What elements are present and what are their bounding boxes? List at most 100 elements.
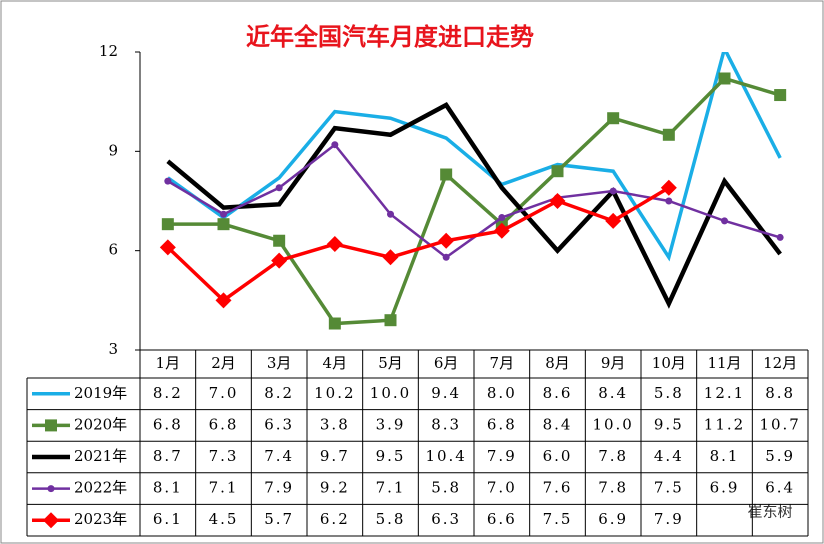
table-cell: 12.1 [704, 384, 745, 402]
legend-label: 2022年 [74, 479, 127, 497]
marker [159, 239, 176, 256]
y-tick-label: 12 [99, 42, 118, 60]
marker [220, 210, 227, 218]
chart-title: 近年全国汽车月度进口走势 [246, 23, 534, 51]
table-cell: 7.3 [209, 447, 239, 465]
table-cell: 7.9 [487, 447, 517, 465]
table-cell: 7.9 [264, 479, 294, 497]
table-cell: 5.8 [376, 510, 406, 528]
x-tick-label: 10月 [652, 354, 686, 372]
table-cell: 8.4 [543, 415, 573, 433]
table-cell: 6.6 [487, 510, 517, 528]
table-cell: 4.5 [209, 510, 239, 528]
x-tick-label: 1月 [156, 354, 181, 372]
marker [660, 179, 677, 196]
table-cell: 9.5 [654, 415, 684, 433]
x-tick-label: 2月 [211, 354, 236, 372]
legend-label: 2020年 [74, 415, 127, 433]
table-cell: 7.8 [598, 447, 628, 465]
x-tick-label: 6月 [434, 354, 459, 372]
table-cell: 10.4 [425, 447, 466, 465]
table-cell: 5.7 [264, 510, 294, 528]
table-cell: 10.0 [592, 415, 633, 433]
table-cell: 7.5 [543, 510, 573, 528]
table-cell: 6.8 [153, 415, 183, 433]
marker [384, 314, 397, 327]
table-cell: 5.9 [765, 447, 795, 465]
marker [271, 252, 288, 269]
x-tick-label: 11月 [707, 354, 741, 372]
legend-marker [47, 485, 55, 493]
marker [551, 165, 564, 178]
plot [159, 52, 787, 330]
x-tick-label: 4月 [323, 354, 348, 372]
table-cell: 8.7 [153, 447, 183, 465]
table-cell: 8.3 [431, 415, 461, 433]
legend-label: 2023年 [74, 510, 127, 528]
table-cell: 6.4 [765, 479, 795, 497]
table-cell: 6.9 [710, 479, 740, 497]
table-cell: 9.2 [320, 479, 350, 497]
marker [549, 193, 566, 209]
table-cell: 7.0 [487, 479, 517, 497]
marker [609, 187, 617, 195]
legend-marker [45, 419, 57, 432]
table-cell: 8.4 [598, 384, 628, 402]
marker [662, 128, 675, 141]
marker [164, 177, 172, 185]
marker [328, 317, 341, 330]
marker [493, 222, 510, 239]
table-cell: 9.4 [431, 384, 461, 402]
marker [387, 210, 394, 218]
legend-marker [43, 512, 59, 529]
marker [665, 197, 673, 205]
x-tick-label: 12月 [763, 354, 797, 372]
marker [605, 212, 622, 229]
marker [440, 168, 453, 181]
series-line [166, 52, 782, 262]
series-line [166, 102, 782, 309]
table-cell: 3.9 [376, 415, 406, 433]
table-cell: 7.1 [376, 479, 406, 497]
table-cell: 7.1 [209, 479, 239, 497]
table-cell: 6.0 [543, 447, 573, 465]
table-cell: 7.8 [598, 479, 628, 497]
marker [776, 233, 784, 241]
table-cell: 7.0 [209, 384, 239, 402]
table-cell: 7.4 [264, 447, 294, 465]
table-cell: 10.0 [370, 384, 411, 402]
table-cell: 6.1 [153, 510, 183, 528]
table-cell: 3.8 [320, 415, 350, 433]
table-cell: 7.5 [654, 479, 684, 497]
table-cell: 9.5 [376, 447, 406, 465]
marker [382, 249, 399, 266]
legend-label: 2019年 [74, 384, 127, 402]
table-cell: 11.2 [704, 415, 745, 433]
table-cell: 8.2 [153, 384, 183, 402]
table-cell: 6.3 [431, 510, 461, 528]
y-tick-label: 6 [108, 241, 118, 259]
legend-label: 2021年 [74, 447, 127, 465]
table-cell: 6.9 [598, 510, 628, 528]
x-tick-label: 8月 [545, 354, 570, 372]
marker [161, 218, 174, 231]
marker [217, 218, 230, 231]
table-cell: 8.6 [543, 384, 573, 402]
table-cell: 6.2 [320, 510, 350, 528]
watermark: 崔东树 [747, 503, 792, 521]
table-cell: 7.9 [654, 510, 684, 528]
x-tick-label: 5月 [378, 354, 403, 372]
marker [331, 141, 339, 149]
marker [438, 232, 455, 249]
table-cell: 5.8 [654, 384, 684, 402]
marker [275, 184, 283, 192]
marker [498, 214, 506, 222]
x-tick-label: 3月 [267, 354, 292, 372]
table-cell: 10.2 [314, 384, 355, 402]
table-cell: 9.7 [320, 447, 350, 465]
x-tick-label: 7月 [490, 354, 515, 372]
table-cell: 6.3 [264, 415, 294, 433]
marker [607, 112, 620, 125]
